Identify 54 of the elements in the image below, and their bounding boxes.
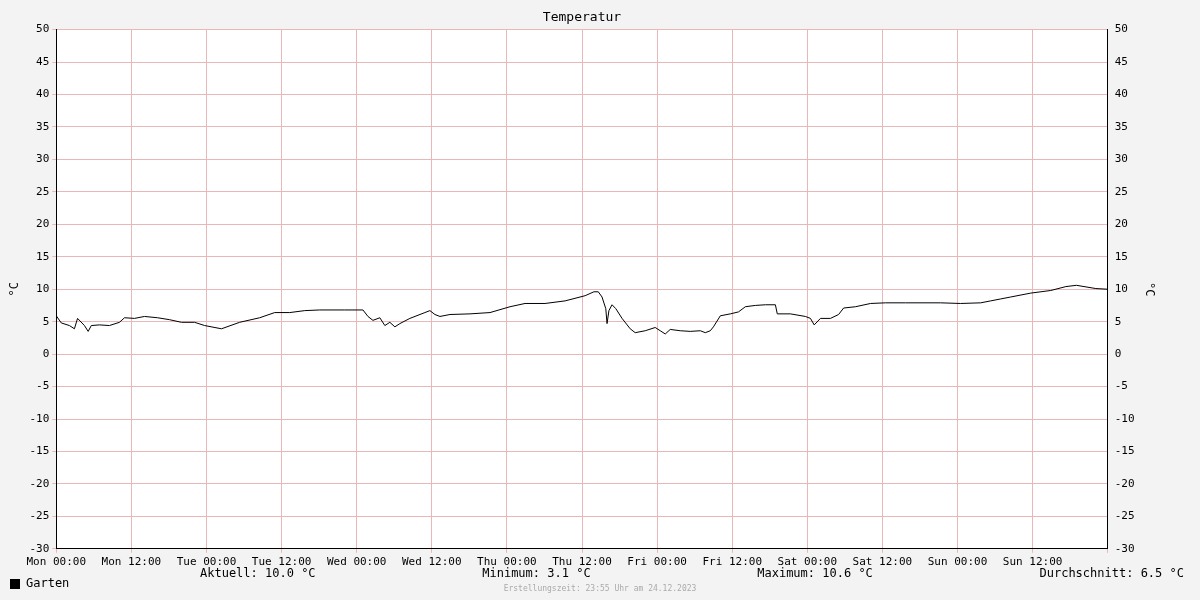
y2-tick-label: -15 [1114,444,1135,458]
text: Durchschnitt: 6.5 °C [1039,566,1184,580]
chart-title: Temperatur [542,9,622,25]
y2-tick-label: 25 [1114,184,1128,198]
y-tick-label: 15 [36,249,50,263]
text: Minimum: 3.1 °C [482,566,591,580]
x-tick-label: Tue 12:00 [251,555,312,569]
y-tick-label: 5 [42,314,50,328]
y-tick-label: 35 [36,119,50,133]
y-tick-label: -10 [29,411,50,425]
y2-tick-label: 0 [1114,346,1122,360]
x-tick-label: Wed 00:00 [326,555,387,569]
x-tick-label: Thu 12:00 [552,555,612,569]
y2-tick-label: -25 [1114,509,1135,523]
y-tick-label: 50 [36,22,50,36]
y-tick-label: 20 [36,217,50,231]
y2-tick-label: 10 [1114,282,1128,296]
y2-tick-label: 5 [1114,314,1122,328]
x-tick-label: Sat 12:00 [852,555,913,569]
text: Erstellungszeit: 23:55 Uhr am 24.12.2023 [503,584,697,593]
y-axis-title: °C [7,281,22,297]
y-tick-label: -5 [36,379,50,393]
y-tick-label: 0 [42,346,50,360]
y2-tick-label: 15 [1114,249,1128,263]
x-tick-label: Fri 00:00 [627,555,687,569]
y2-tick-label: 45 [1114,54,1128,68]
x-tick-label: Sun 12:00 [1002,555,1063,569]
x-tick-label: Mon 12:00 [101,555,162,569]
x-tick-label: Fri 12:00 [702,555,763,569]
y2-tick-label: -10 [1114,411,1135,425]
y-tick-label: -25 [29,509,50,523]
y2-axis-title: °C [1142,281,1157,297]
legend-label: Garten [26,576,70,591]
y2-tick-label: 35 [1114,119,1128,133]
x-tick-label: Sun 00:00 [927,555,988,569]
text: Aktuell: 10.0 °C [200,566,316,580]
y2-tick-label: -30 [1114,541,1135,555]
y2-tick-label: -20 [1114,476,1135,490]
y2-tick-label: -5 [1114,379,1128,393]
y-tick-label: -15 [29,444,50,458]
y-tick-label: 30 [36,152,50,166]
y-tick-label: 10 [36,282,50,296]
y-tick-label: 40 [36,87,50,101]
x-tick-label: Mon 00:00 [26,555,87,569]
x-tick-label: Wed 12:00 [401,555,462,569]
y-tick-label: -30 [29,541,50,555]
text: Maximum: 10.6 °C [757,566,873,580]
y2-tick-label: 20 [1114,217,1128,231]
y2-tick-label: 40 [1114,87,1128,101]
y-tick-label: 25 [36,184,50,198]
y-tick-label: -20 [29,476,50,490]
y2-tick-label: 30 [1114,152,1128,166]
y-tick-label: 45 [36,54,50,68]
y2-tick-label: 50 [1114,22,1128,36]
